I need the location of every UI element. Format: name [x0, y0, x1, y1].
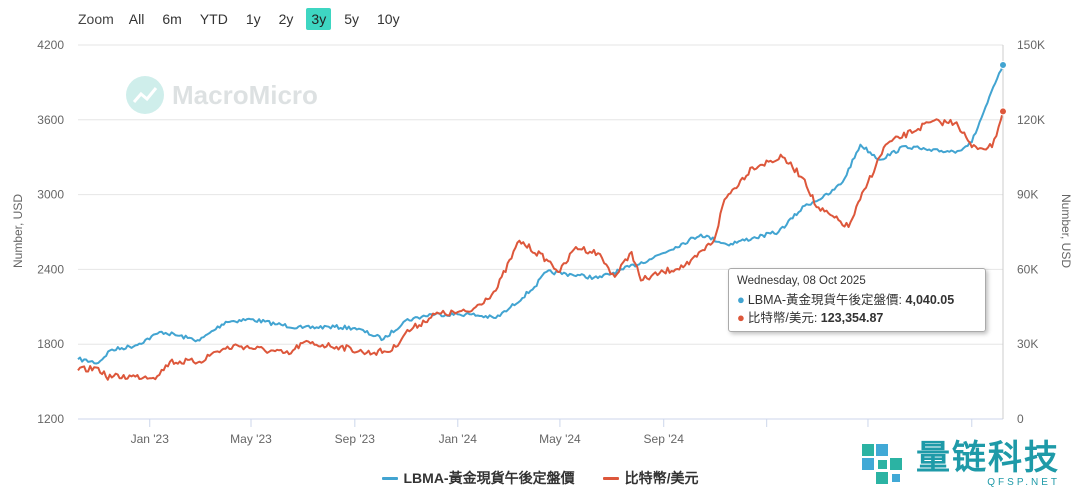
logo-english-text: QFSP.NET — [987, 477, 1060, 488]
y-right-tick-label: 90K — [1017, 188, 1038, 202]
zoom-1y-button[interactable]: 1y — [245, 11, 261, 27]
hover-marker-1 — [999, 107, 1007, 116]
y-axis-left-label: Number, USD — [11, 194, 25, 268]
tooltip-gold-value: 4,040.05 — [905, 293, 955, 307]
y-left-tick-label: 2400 — [37, 262, 64, 276]
chart-legend: LBMA-黃金現貨午後定盤價 比特幣/美元 — [0, 468, 1080, 488]
x-tick-label: Sep '24 — [644, 432, 685, 446]
legend-btc-label: 比特幣/美元 — [624, 470, 699, 486]
zoom-2y-button[interactable]: 2y — [278, 11, 294, 27]
tooltip-row-gold: ● LBMA-黃金現貨午後定盤價: 4,040.05 — [737, 291, 977, 309]
zoom-all-button[interactable]: All — [128, 11, 145, 27]
logo-chinese-text: 量链科技 — [916, 439, 1060, 477]
range-selector: Zoom All 6m YTD 1y 2y 3y 5y 10y — [78, 8, 413, 30]
legend-item-btc[interactable]: 比特幣/美元 — [602, 468, 699, 488]
series-line-0 — [77, 64, 1004, 365]
watermark-text: MacroMicro — [172, 79, 318, 110]
y-left-tick-label: 4200 — [37, 38, 64, 52]
zoom-ytd-button[interactable]: YTD — [199, 11, 228, 27]
tooltip-row-btc: ● 比特幣/美元: 123,354.87 — [737, 309, 977, 327]
x-tick-label: Sep '23 — [335, 432, 376, 446]
qfsp-logo-icon — [858, 440, 906, 488]
tooltip-btc-label: 比特幣/美元: — [747, 311, 821, 325]
gold-dot-icon: ● — [737, 292, 745, 307]
y-left-tick-label: 1200 — [37, 412, 64, 426]
x-tick-label: Jan '24 — [439, 432, 478, 446]
chart-axes: 1200 0 1800 30K 2400 60K 3000 90K 3600 120K 4200 15… — [37, 38, 1045, 446]
legend-gold-swatch-icon — [381, 476, 398, 480]
zoom-6m-button[interactable]: 6m — [162, 11, 182, 27]
chart-grid — [78, 44, 1003, 420]
x-tick-label: Jan '23 — [131, 432, 170, 446]
y-axis-right-label: Number, USD — [1059, 194, 1073, 268]
tooltip-btc-value: 123,354.87 — [820, 311, 884, 325]
qfsp-logo: 量链科技 QFSP.NET — [858, 440, 1060, 488]
legend-gold-label: LBMA-黃金現貨午後定盤價 — [403, 470, 575, 486]
legend-btc-swatch-icon — [602, 476, 619, 480]
y-left-tick-label: 3000 — [37, 188, 64, 202]
data-tooltip: Wednesday, 08 Oct 2025 ● LBMA-黃金現貨午後定盤價: … — [728, 268, 986, 332]
y-right-tick-label: 0 — [1017, 412, 1024, 426]
macromicro-watermark: MacroMicro — [126, 76, 318, 114]
y-right-tick-label: 150K — [1017, 38, 1045, 52]
y-left-tick-label: 1800 — [37, 337, 64, 351]
x-tick-label: May '24 — [539, 432, 581, 446]
zoom-5y-button[interactable]: 5y — [344, 11, 359, 27]
tooltip-gold-label: LBMA-黃金現貨午後定盤價: — [747, 293, 906, 307]
legend-item-gold[interactable]: LBMA-黃金現貨午後定盤價 — [381, 468, 575, 488]
y-right-tick-label: 30K — [1017, 337, 1038, 351]
zoom-3y-button[interactable]: 3y — [306, 8, 332, 30]
zoom-label: Zoom — [78, 11, 114, 27]
macromicro-logo-icon — [126, 76, 164, 114]
y-right-tick-label: 120K — [1017, 113, 1045, 127]
y-right-tick-label: 60K — [1017, 262, 1038, 276]
y-left-tick-label: 3600 — [37, 113, 64, 127]
series-line-1 — [77, 111, 1004, 381]
hover-layer — [999, 45, 1007, 419]
zoom-10y-button[interactable]: 10y — [377, 11, 400, 27]
series-layer — [77, 64, 1004, 381]
x-tick-label: May '23 — [230, 432, 272, 446]
btc-dot-icon: ● — [737, 310, 745, 325]
hover-marker-0 — [999, 60, 1007, 69]
tooltip-date: Wednesday, 08 Oct 2025 — [737, 275, 866, 287]
